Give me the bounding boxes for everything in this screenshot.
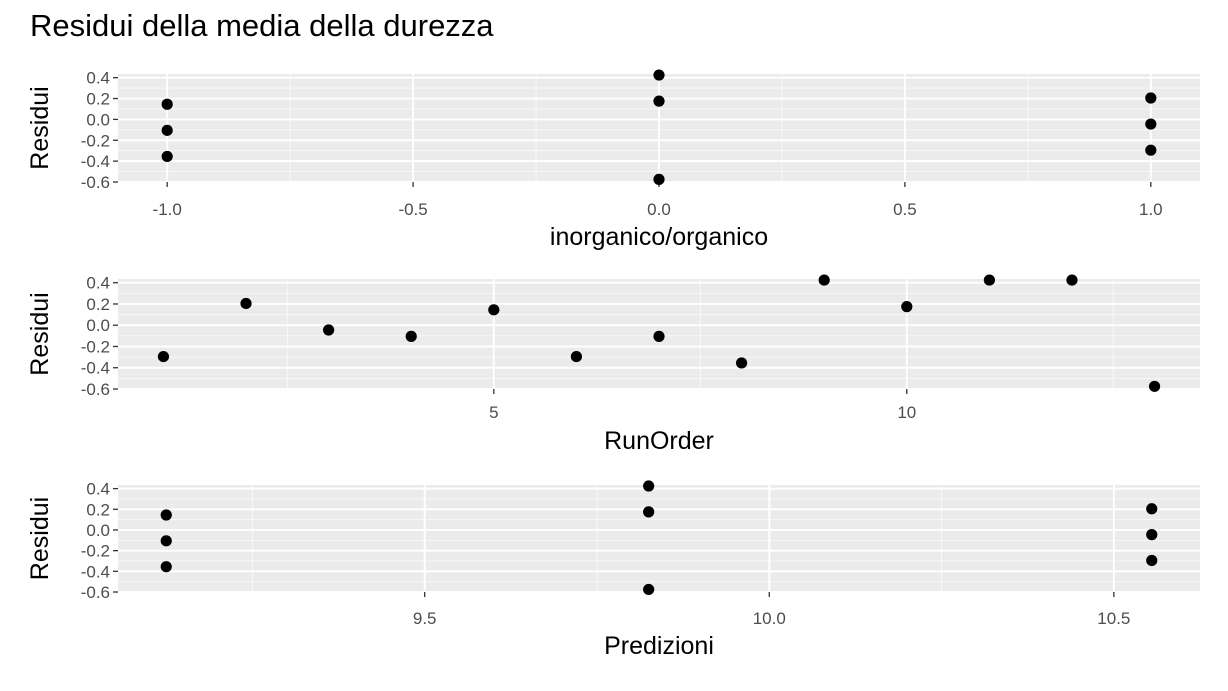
- data-point: [653, 95, 665, 107]
- data-point: [570, 350, 583, 363]
- x-axis-label: Predizioni: [604, 632, 714, 660]
- data-point: [818, 274, 830, 286]
- data-point: [643, 480, 655, 492]
- panel-3: -0.6 -0.4-0.2 0.0 0.20.4 9.5 10.0 10.5 Predizio…: [26, 480, 1200, 660]
- x-tick-label: 0.0: [647, 200, 671, 219]
- data-point: [653, 69, 665, 81]
- data-point: [1145, 118, 1157, 130]
- data-point: [488, 304, 500, 316]
- y-tick-label: 0.4: [86, 480, 110, 499]
- y-tick-label: 0.2: [86, 90, 110, 109]
- data-point: [1146, 554, 1158, 567]
- panel-1: -0.6-0.4-0.20.00.20.4-1.0 -0.5 0.0 0.5 1.0in…: [26, 69, 1200, 251]
- data-point: [161, 124, 173, 136]
- data-point: [161, 98, 173, 110]
- data-point: [643, 583, 655, 596]
- y-tick-label: 0.4: [86, 69, 110, 88]
- y-tick-label: -0.6: [81, 380, 110, 399]
- y-tick-label: 0.0: [86, 110, 110, 129]
- x-tick-label: 10: [897, 403, 916, 422]
- y-axis-label: Residui: [26, 497, 54, 580]
- y-tick-label: 0.0: [86, 521, 110, 540]
- data-point: [323, 324, 335, 336]
- y-tick-label: 0.4: [86, 274, 110, 293]
- data-point: [1146, 529, 1158, 541]
- y-tick-label: -0.6: [81, 583, 110, 602]
- data-point: [157, 350, 170, 363]
- y-tick-label: -0.2: [81, 337, 110, 356]
- y-tick-label: 0.2: [86, 295, 110, 314]
- y-tick-label: -0.4: [81, 152, 110, 171]
- x-tick-label: 10.5: [1097, 609, 1130, 628]
- data-point: [901, 301, 913, 313]
- x-tick-label: 10.0: [753, 609, 786, 628]
- data-point: [735, 357, 748, 369]
- data-point: [1145, 92, 1157, 104]
- data-point: [161, 150, 173, 163]
- y-axis-label: Residui: [26, 86, 54, 169]
- y-tick-label: -0.6: [81, 173, 110, 192]
- data-point: [1145, 144, 1157, 156]
- x-axis-label: RunOrder: [604, 427, 714, 455]
- x-tick-label: -1.0: [153, 200, 182, 219]
- y-tick-label: 0.2: [86, 500, 110, 519]
- data-point: [240, 297, 252, 310]
- panel-background: [118, 485, 1200, 592]
- panel-2: -0.6 -0.4 -0.2 0.0 0.2 0.4 5 10 RunOrder Residui: [26, 274, 1200, 455]
- y-tick-label: -0.4: [81, 359, 110, 378]
- data-point: [405, 330, 417, 342]
- data-point: [1148, 380, 1161, 392]
- y-axis-label: Residui: [26, 292, 54, 375]
- data-point: [643, 506, 655, 518]
- data-point: [1146, 503, 1158, 515]
- data-point: [160, 509, 172, 521]
- x-tick-label: 9.5: [413, 609, 437, 628]
- y-tick-label: -0.4: [81, 562, 110, 581]
- x-tick-label: 5: [489, 403, 498, 422]
- chart-title: Residui della media della durezza: [30, 8, 494, 43]
- data-point: [1066, 274, 1078, 286]
- y-tick-label: -0.2: [81, 542, 110, 561]
- x-tick-label: 1.0: [1139, 200, 1163, 219]
- data-point: [160, 561, 172, 573]
- data-point: [653, 173, 665, 185]
- x-tick-label: -0.5: [398, 200, 427, 219]
- y-tick-label: -0.2: [81, 131, 110, 150]
- x-axis-label: inorganico/organico: [550, 223, 768, 251]
- y-tick-label: 0.0: [86, 316, 110, 335]
- data-point: [653, 330, 665, 342]
- data-point: [983, 274, 995, 286]
- x-tick-label: 0.5: [893, 200, 917, 219]
- data-point: [160, 535, 172, 547]
